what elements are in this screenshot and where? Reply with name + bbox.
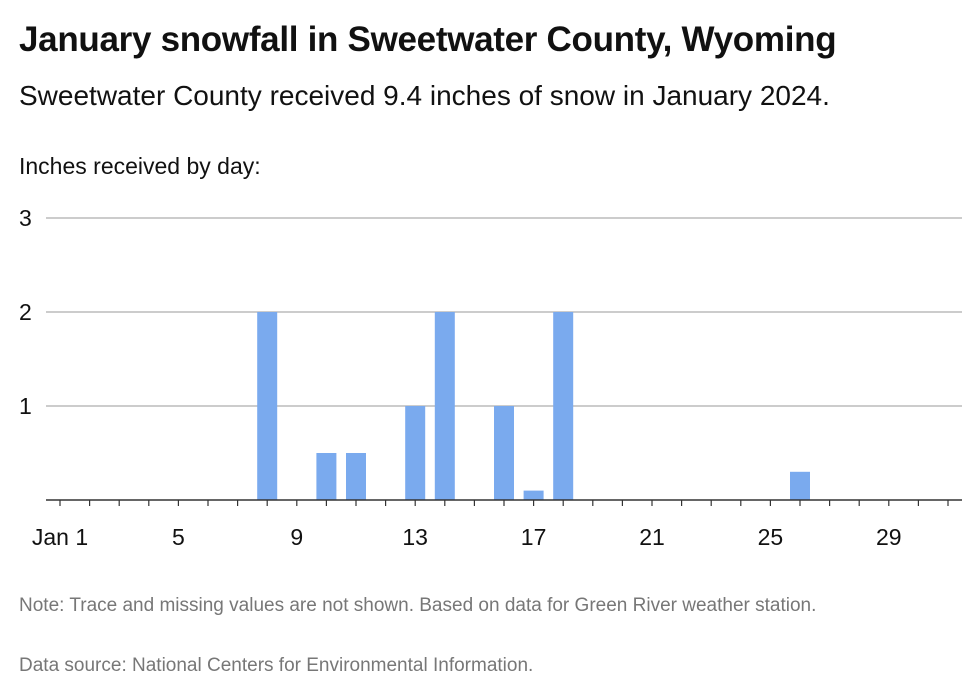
y-tick-label: 3 [19, 205, 32, 231]
bar-day-16 [494, 406, 514, 500]
x-tick-label: 13 [402, 524, 428, 550]
y-tick-label: 1 [19, 393, 32, 419]
x-tick-label: 9 [290, 524, 303, 550]
bar-day-8 [257, 312, 278, 500]
x-tick-label: Jan 1 [32, 524, 88, 550]
x-tick-label: 25 [758, 524, 784, 550]
bar-day-10 [316, 453, 337, 500]
bar-day-14 [434, 312, 455, 500]
snowfall-bar-chart: 1 2 3 Jan 1 5 9 13 17 21 25 29 [19, 205, 962, 550]
chart-subtitle: Sweetwater County received 9.4 inches of… [19, 80, 830, 111]
x-tick-label: 5 [172, 524, 185, 550]
x-tick-label: 29 [876, 524, 902, 550]
grid-lines [46, 217, 962, 407]
bars [257, 312, 810, 500]
bar-day-26 [790, 471, 810, 500]
x-axis: Jan 1 5 9 13 17 21 25 29 [32, 499, 962, 550]
footnote: Note: Trace and missing values are not s… [19, 595, 817, 616]
y-tick-labels: 1 2 3 [19, 205, 32, 419]
chart-title: January snowfall in Sweetwater County, W… [19, 20, 837, 59]
bar-day-13 [405, 406, 426, 500]
x-tick-label: 17 [521, 524, 547, 550]
data-source: Data source: National Centers for Enviro… [19, 655, 534, 676]
bar-day-17 [523, 490, 544, 500]
y-tick-label: 2 [19, 299, 32, 325]
bar-day-18 [553, 312, 574, 500]
y-axis-label: Inches received by day: [19, 153, 261, 179]
bar-day-11 [346, 453, 366, 500]
x-tick-label: 21 [639, 524, 665, 550]
